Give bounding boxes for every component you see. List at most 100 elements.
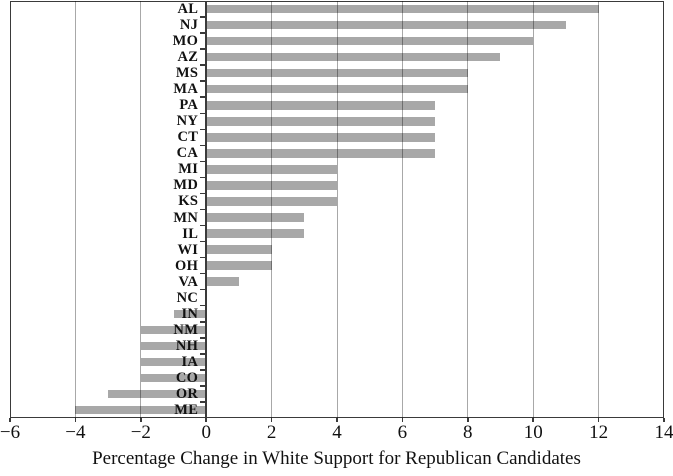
y-tick-label-in: IN bbox=[181, 305, 199, 322]
y-axis-tick bbox=[200, 128, 206, 131]
x-tick-label--6: −6 bbox=[0, 422, 21, 443]
bar-ia bbox=[140, 357, 207, 367]
x-axis-tick bbox=[401, 418, 404, 422]
x-axis-tick bbox=[467, 418, 469, 422]
y-axis-tick bbox=[200, 96, 206, 98]
bar-ct bbox=[206, 133, 436, 142]
x-tick-label-2: 2 bbox=[266, 422, 277, 443]
x-tick-label-8: 8 bbox=[463, 422, 473, 443]
bar-mi bbox=[206, 165, 337, 174]
gridline-10 bbox=[532, 1, 534, 418]
y-tick-label-nm: NM bbox=[173, 321, 199, 338]
y-axis-tick bbox=[200, 112, 206, 115]
x-axis-title: Percentage Change in White Support for R… bbox=[92, 448, 581, 469]
gridline--2 bbox=[140, 1, 142, 418]
bar-me bbox=[75, 405, 207, 415]
bar-ms bbox=[206, 68, 468, 78]
x-tick-label-4: 4 bbox=[332, 422, 342, 443]
x-axis-tick bbox=[532, 418, 534, 422]
y-tick-label-nc: NC bbox=[176, 289, 199, 306]
y-tick-label-ca: CA bbox=[176, 145, 199, 162]
y-axis-tick bbox=[200, 353, 206, 355]
y-axis-tick bbox=[200, 48, 206, 50]
bar-ks bbox=[206, 197, 337, 206]
y-tick-label-oh: OH bbox=[175, 257, 199, 274]
bar-az bbox=[206, 52, 501, 62]
gridline-2 bbox=[271, 1, 273, 418]
y-tick-label-ia: IA bbox=[181, 353, 199, 370]
bar-il bbox=[206, 229, 305, 238]
bar-nj bbox=[206, 20, 566, 30]
gridline--4 bbox=[74, 1, 76, 418]
bar-al bbox=[206, 4, 599, 14]
x-axis-tick bbox=[663, 418, 665, 422]
y-tick-label-va: VA bbox=[178, 273, 199, 290]
y-tick-label-ms: MS bbox=[175, 65, 199, 82]
y-axis-tick bbox=[200, 224, 206, 227]
y-axis-tick bbox=[200, 208, 206, 211]
y-axis-tick bbox=[200, 337, 206, 339]
y-axis-tick bbox=[200, 192, 206, 195]
x-axis-tick bbox=[140, 418, 142, 422]
bar-ma bbox=[206, 84, 468, 94]
zero-axis-line bbox=[205, 1, 207, 418]
bar-mo bbox=[206, 36, 534, 46]
y-tick-label-md: MD bbox=[173, 177, 199, 194]
y-axis-tick bbox=[200, 272, 206, 275]
x-axis-tick bbox=[205, 418, 207, 422]
x-tick-label-14: 14 bbox=[654, 422, 673, 443]
bar-or bbox=[108, 389, 207, 399]
gridline-12 bbox=[598, 1, 600, 418]
bar-va bbox=[206, 277, 239, 286]
gridline-6 bbox=[401, 1, 403, 418]
y-tick-label-ks: KS bbox=[178, 193, 199, 210]
bar-md bbox=[206, 181, 337, 190]
y-axis-tick bbox=[200, 256, 206, 259]
x-tick-label-10: 10 bbox=[523, 422, 543, 443]
x-axis-tick bbox=[270, 418, 273, 422]
bar-in bbox=[173, 309, 207, 318]
y-tick-label-mo: MO bbox=[172, 33, 199, 50]
gridline-4 bbox=[336, 1, 338, 418]
y-tick-label-pa: PA bbox=[179, 97, 199, 114]
y-axis-tick bbox=[200, 16, 206, 18]
y-tick-label-nj: NJ bbox=[179, 17, 199, 34]
x-axis-tick bbox=[9, 418, 11, 422]
y-axis-tick bbox=[200, 64, 206, 66]
x-tick-label--4: −4 bbox=[65, 422, 86, 443]
y-axis-tick bbox=[200, 160, 206, 163]
y-axis-tick bbox=[200, 321, 206, 323]
y-tick-label-wi: WI bbox=[177, 241, 199, 258]
x-axis-tick bbox=[597, 418, 600, 422]
y-axis-tick bbox=[200, 369, 206, 371]
y-axis-tick bbox=[200, 80, 206, 82]
bar-wi bbox=[206, 245, 272, 254]
bar-mn bbox=[206, 213, 305, 222]
bar-oh bbox=[206, 261, 272, 270]
bar-pa bbox=[206, 101, 436, 110]
bar-nm bbox=[140, 325, 207, 335]
y-axis-tick bbox=[200, 32, 206, 34]
y-tick-label-ma: MA bbox=[173, 81, 199, 98]
y-tick-label-nh: NH bbox=[175, 337, 199, 354]
y-tick-label-or: OR bbox=[175, 385, 199, 402]
y-axis-tick bbox=[200, 288, 206, 291]
y-tick-label-az: AZ bbox=[177, 49, 199, 66]
x-axis-tick bbox=[74, 418, 77, 422]
bar-co bbox=[140, 373, 207, 383]
y-tick-label-me: ME bbox=[174, 401, 199, 418]
x-tick-label--2: −2 bbox=[130, 422, 151, 443]
y-tick-label-co: CO bbox=[175, 369, 199, 386]
gridline-8 bbox=[467, 1, 469, 418]
y-tick-label-al: AL bbox=[177, 1, 199, 18]
y-tick-label-mi: MI bbox=[178, 161, 199, 178]
bar-ny bbox=[206, 117, 436, 126]
y-axis-tick bbox=[200, 176, 206, 179]
x-tick-label-6: 6 bbox=[397, 422, 408, 443]
y-axis-tick bbox=[200, 385, 206, 387]
y-axis-tick bbox=[200, 240, 206, 243]
y-axis-tick bbox=[200, 304, 206, 307]
x-tick-label-12: 12 bbox=[589, 422, 609, 443]
bar-nh bbox=[140, 341, 207, 351]
